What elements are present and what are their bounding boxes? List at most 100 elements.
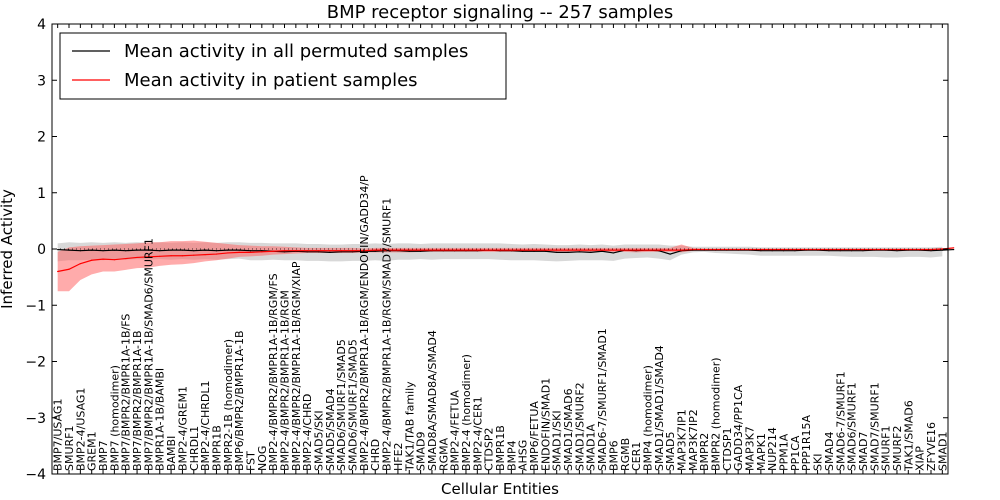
x-category-label: CHRD (369, 439, 382, 471)
point-patient (646, 249, 649, 251)
point-permuted (79, 250, 81, 252)
point-patient (510, 249, 512, 251)
point-permuted (839, 250, 841, 252)
point-permuted (91, 249, 93, 251)
x-axis: BMP7/USAG1SMURF1BMP2-4/USAG1GREM1BMP7BMP… (52, 24, 949, 474)
point-permuted (896, 250, 898, 252)
point-permuted (828, 250, 830, 252)
y-axis-title: Inferred Activity (0, 189, 16, 309)
y-tick-label: 3 (37, 73, 46, 89)
x-category-label: BMP2-4/CER1 (471, 396, 484, 471)
x-category-label: BMP7 (homodimer) (108, 365, 121, 471)
x-category-label: PPM1A (778, 433, 791, 471)
point-patient (941, 248, 943, 250)
point-permuted (193, 250, 195, 252)
x-category-label: HFE2 (392, 442, 405, 471)
point-permuted (862, 250, 864, 252)
point-patient (238, 251, 240, 253)
x-category-label: BAMBI (165, 436, 178, 471)
chart-title: BMP receptor signaling -- 257 samples (327, 2, 674, 23)
point-permuted (283, 251, 286, 253)
x-category-label: SMAD6-7/SMURF1/SMAD1 (596, 328, 609, 471)
point-patient (669, 249, 671, 251)
point-patient (91, 259, 93, 261)
point-permuted (340, 251, 342, 253)
x-category-label: BMP7/USAG1 (52, 399, 65, 471)
x-category-label: BMP7/BMPR2/BMPR1A-1B (131, 330, 144, 471)
point-permuted (159, 250, 161, 252)
point-permuted (329, 251, 331, 253)
point-patient (873, 248, 875, 251)
x-category-label: MAP3K7IP2 (687, 409, 700, 471)
point-permuted (57, 248, 59, 251)
point-patient (136, 256, 138, 259)
point-permuted (794, 250, 796, 252)
point-patient (283, 250, 286, 252)
point-patient (635, 249, 637, 251)
point-patient (850, 248, 853, 251)
point-permuted (170, 249, 172, 251)
x-category-label: SMURF1 (880, 426, 893, 472)
point-patient (181, 255, 184, 257)
x-category-label: SMAD1/SKI (551, 410, 564, 471)
x-category-label: SMAD6/SMURF1 (846, 382, 859, 471)
x-category-label: SMAD9 (415, 432, 428, 471)
point-patient (590, 249, 592, 251)
line-patient (57, 247, 954, 273)
x-category-label: SMAD7/SMURF1 (868, 382, 881, 471)
legend: Mean activity in all permuted samples Me… (59, 32, 507, 100)
x-category-label: RGMB (619, 438, 632, 471)
point-patient (714, 248, 717, 251)
point-permuted (374, 250, 376, 252)
y-tick-label: −2 (25, 355, 46, 371)
point-patient (170, 255, 172, 257)
point-patient (272, 250, 274, 252)
point-permuted (760, 250, 762, 252)
point-patient (125, 257, 127, 260)
x-category-label: BMP7 (97, 440, 110, 471)
point-permuted (351, 251, 354, 253)
y-tick-label: −1 (25, 298, 46, 314)
y-tick-label: 4 (37, 17, 46, 33)
x-category-label: NUP214 (766, 427, 779, 471)
x-category-label: BMP2-4/CHRD (301, 394, 314, 471)
legend-label-permuted: Mean activity in all permuted samples (124, 41, 468, 62)
x-category-label: ENDOFIN/SMAD1 (539, 378, 552, 471)
confidence-bands (57, 240, 943, 292)
point-patient (816, 248, 819, 251)
x-category-label: AHSG (517, 440, 530, 471)
point-permuted (567, 251, 569, 253)
point-patient (556, 249, 558, 251)
point-permuted (771, 250, 773, 252)
point-permuted (612, 252, 615, 254)
x-category-label: BMPR2-1B (homodimer) (222, 339, 235, 471)
x-category-label: CTDSP2 (483, 428, 496, 471)
point-permuted (306, 251, 308, 253)
point-patient (578, 249, 580, 251)
point-patient (465, 249, 467, 251)
point-patient (680, 249, 683, 251)
point-patient (68, 268, 70, 270)
x-category-label: BMP2-4/BMPR2/BMPR1A-1B/RGM/SMAD7/SMURF1 (381, 198, 394, 471)
point-patient (261, 251, 263, 253)
point-patient (919, 248, 921, 251)
x-category-label: ZFYVE16 (925, 422, 938, 471)
point-patient (488, 249, 490, 251)
point-patient (612, 249, 615, 251)
point-patient (351, 250, 354, 252)
x-category-label: BMP2-4/CHRDL1 (199, 380, 212, 471)
point-permuted (850, 250, 853, 252)
point-patient (658, 249, 660, 251)
point-patient (431, 249, 433, 251)
y-tick-label: −3 (25, 411, 46, 427)
point-patient (805, 248, 807, 251)
point-patient (227, 252, 229, 254)
point-permuted (147, 249, 150, 251)
point-patient (476, 249, 478, 251)
y-tick-label: 0 (37, 242, 46, 258)
x-category-label: BMPR2 (698, 433, 711, 471)
point-patient (726, 248, 728, 251)
point-patient (737, 248, 739, 251)
point-permuted (533, 250, 535, 252)
